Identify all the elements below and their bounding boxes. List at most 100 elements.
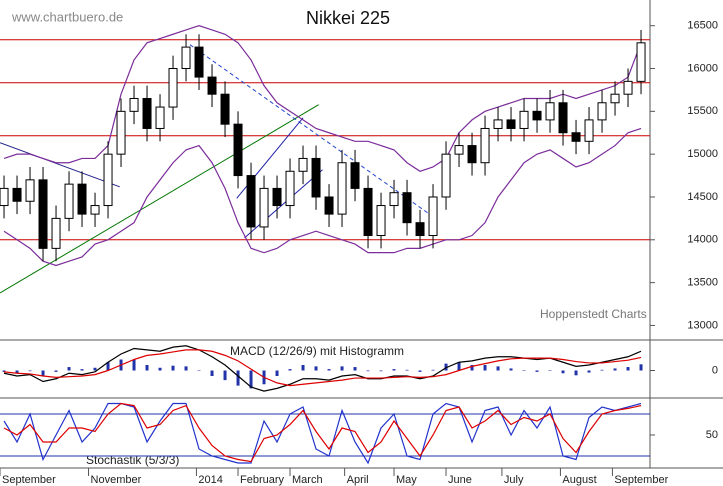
macd-hist (158, 367, 162, 371)
macd-hist (197, 370, 201, 371)
macd-hist (288, 369, 292, 371)
macd-hist (639, 364, 643, 371)
candle-body (402, 192, 412, 224)
candle-body (454, 145, 464, 155)
macd-hist (184, 366, 188, 371)
macd-hist (93, 367, 97, 371)
macd-hist (301, 365, 305, 371)
candle-body (350, 162, 360, 189)
candle-body (116, 110, 126, 155)
candle-body (415, 222, 425, 237)
candle-body (480, 127, 490, 164)
macd-hist (54, 370, 58, 372)
macd-hist (353, 367, 357, 371)
macd-hist (600, 369, 604, 371)
y-tick-label: 15500 (687, 105, 718, 117)
macd-hist (457, 362, 461, 371)
candle-body (38, 179, 48, 249)
macd-hist (626, 367, 630, 371)
y-tick-label: 13500 (687, 277, 718, 289)
macd-hist (470, 365, 474, 371)
candle-body (0, 187, 9, 207)
candle-body (155, 106, 165, 129)
x-tick-label: June (448, 474, 472, 486)
candle-body (25, 179, 35, 202)
candle-body (233, 123, 243, 177)
macd-hist (2, 370, 6, 372)
candle-body (181, 46, 191, 70)
candle-body (376, 205, 386, 237)
macd-hist (106, 362, 110, 371)
band-lower (3, 127, 642, 267)
candle-body (77, 183, 87, 215)
candle-body (493, 119, 503, 129)
macd-hist (574, 370, 578, 376)
candle-body (636, 42, 646, 82)
macd-hist (145, 365, 149, 371)
x-tick-label: April (347, 474, 369, 486)
candle-body (12, 187, 22, 202)
macd-hist (613, 368, 617, 371)
macd-hist (418, 370, 422, 372)
candle-body (584, 119, 594, 142)
candle-body (311, 157, 321, 198)
candle-body (519, 110, 529, 129)
macd-hist (223, 370, 227, 381)
x-tick-label: 2014 (198, 474, 222, 486)
candle-body (298, 157, 308, 172)
candle-body (389, 192, 399, 207)
candle-body (363, 187, 373, 237)
macd-hist (15, 370, 19, 374)
signal-line (3, 349, 642, 387)
macd-hist (249, 370, 253, 389)
y-tick-label: 50 (706, 429, 718, 441)
candle-body (103, 153, 113, 207)
candle-body (129, 97, 139, 112)
candle-body (168, 68, 178, 108)
macd-hist (535, 370, 539, 372)
x-tick-label: May (396, 474, 417, 486)
macd-hist (444, 363, 448, 371)
watermark: www.chartbuero.de (11, 9, 123, 24)
candle-body (571, 132, 581, 142)
trend-line (0, 142, 120, 188)
candle-body (194, 46, 204, 78)
candle-body (441, 153, 451, 198)
x-tick-label: February (240, 474, 285, 486)
macd-hist (210, 370, 214, 376)
macd-hist (366, 370, 370, 372)
candle-body (220, 93, 230, 125)
stoch-title: Stochastik (5/3/3) (86, 453, 179, 467)
candle-body (558, 102, 568, 134)
y-tick-label: 14000 (687, 234, 718, 246)
macd-hist (522, 370, 526, 371)
macd-hist (483, 365, 487, 371)
macd-hist (41, 370, 45, 376)
macd-hist (548, 370, 552, 371)
y-tick-label: 0 (712, 364, 718, 376)
trend-line (244, 169, 323, 239)
candle-body (246, 175, 256, 228)
macd-hist (67, 367, 71, 371)
candle-body (597, 102, 607, 121)
macd-hist (379, 370, 383, 372)
macd-title: MACD (12/26/9) mit Histogramm (230, 344, 404, 358)
x-tick-label: March (292, 474, 323, 486)
x-tick-label: August (562, 474, 596, 486)
trend-line (0, 104, 319, 294)
macd-hist (509, 368, 513, 371)
macd-hist (561, 370, 565, 374)
y-tick-label: 16500 (687, 20, 718, 32)
candle-body (545, 102, 555, 121)
macd-line (3, 345, 642, 392)
candle-body (337, 162, 347, 215)
macd-hist (28, 370, 32, 372)
source-label: Hoppenstedt Charts (540, 307, 647, 321)
candle-body (610, 93, 620, 104)
macd-hist (132, 359, 136, 371)
stoch-d (3, 402, 642, 463)
candle-body (428, 196, 438, 237)
macd-hist (275, 370, 279, 376)
